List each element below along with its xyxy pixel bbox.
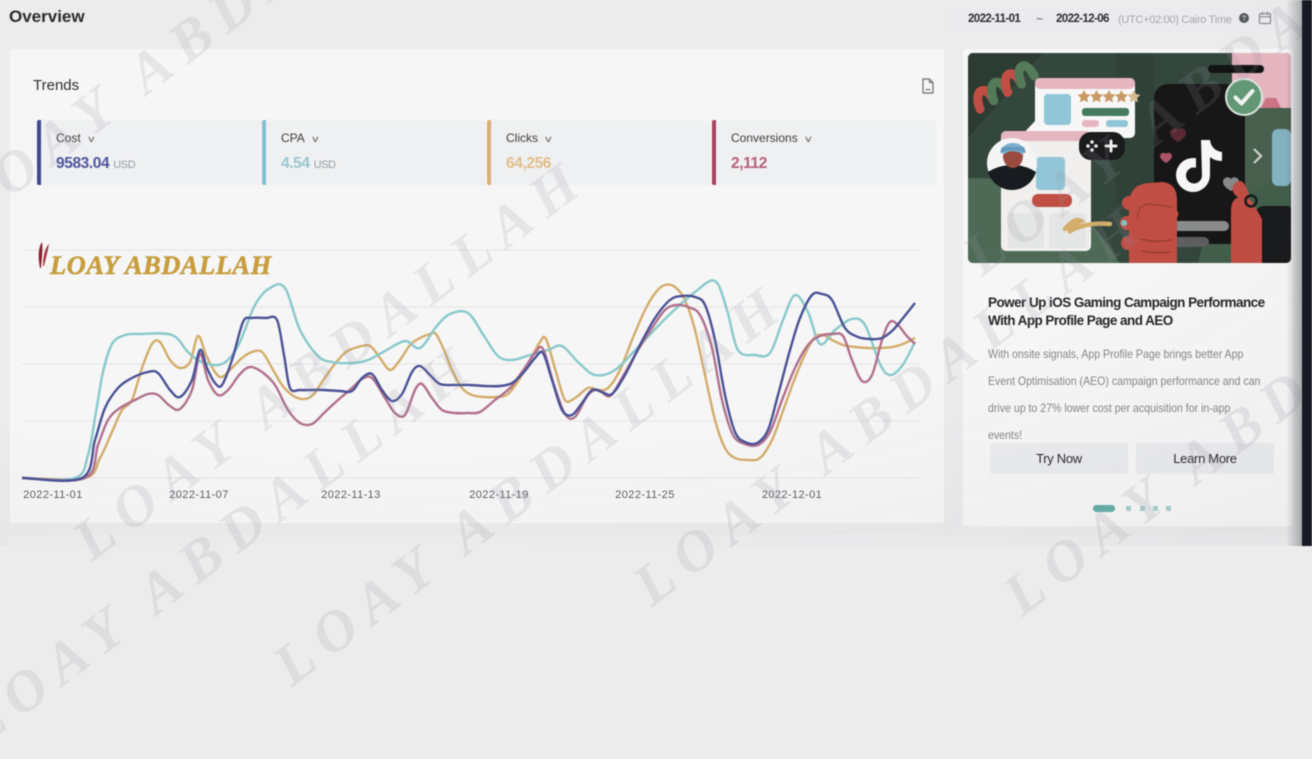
svg-text:?: ? bbox=[1242, 14, 1246, 23]
